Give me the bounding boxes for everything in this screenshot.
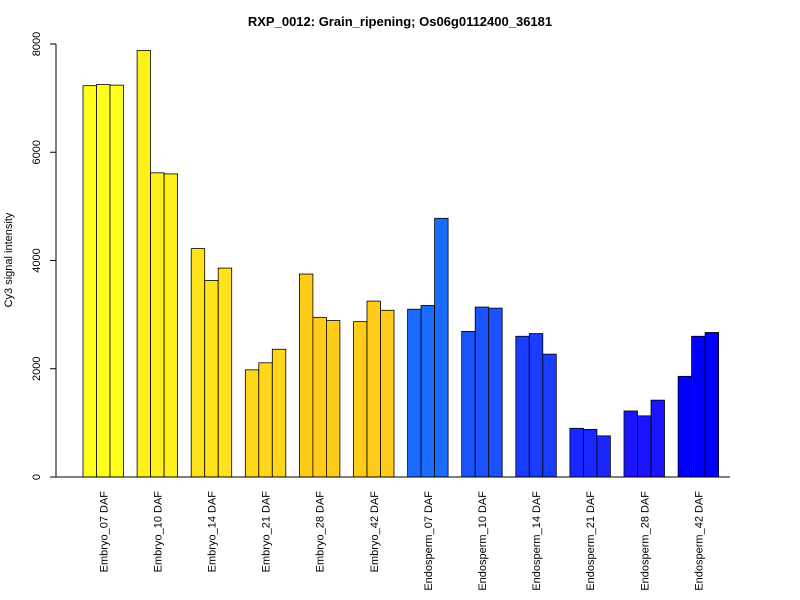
y-axis-title: Cy3 signal intensity: [3, 212, 15, 307]
bar: [515, 335, 530, 478]
bar-group: [298, 273, 341, 478]
y-tick-label: 4000: [31, 248, 43, 272]
bar: [583, 428, 598, 478]
bar: [163, 173, 179, 478]
category-label: Endosperm_10 DAF: [477, 491, 489, 591]
bar: [677, 375, 692, 478]
bar-group: [677, 332, 719, 478]
bar-group: [569, 427, 611, 478]
bar: [217, 267, 233, 478]
bar: [244, 369, 260, 478]
bar: [488, 307, 503, 478]
bar: [298, 273, 314, 478]
bar: [569, 427, 584, 478]
plot-area: 0 2000 4000 6000 8000 Embryo_07 DAF Embryo_10 …: [31, 32, 730, 591]
bar: [353, 321, 368, 478]
bar: [366, 300, 381, 478]
bar: [623, 410, 638, 478]
bar: [596, 435, 611, 478]
category-label: Endosperm_42 DAF: [693, 491, 705, 591]
y-tick-label: 0: [31, 474, 43, 480]
bar: [109, 84, 124, 478]
bar: [474, 306, 490, 478]
category-label: Endosperm_28 DAF: [639, 491, 651, 591]
bar: [407, 308, 422, 478]
y-tick-label: 6000: [31, 140, 43, 164]
bar: [312, 316, 327, 478]
bar: [190, 248, 206, 478]
category-label: Endosperm_07 DAF: [423, 491, 435, 591]
bar-group: [407, 217, 449, 478]
bar: [420, 305, 436, 478]
bar: [650, 399, 665, 478]
bar: [258, 362, 273, 478]
bar-group: [244, 348, 287, 478]
bar: [325, 320, 341, 478]
bar-group: [190, 248, 233, 478]
bar: [637, 415, 652, 478]
category-label: Embryo_42 DAF: [369, 491, 381, 573]
bar-group: [461, 306, 503, 478]
bar: [380, 309, 395, 478]
bar: [691, 335, 706, 478]
bar: [271, 348, 287, 478]
bar-group: [136, 50, 179, 478]
bar: [150, 172, 165, 478]
bar-group: [353, 300, 395, 478]
bar-group: [82, 84, 124, 478]
category-label: Endosperm_14 DAF: [531, 491, 543, 591]
bar: [542, 353, 557, 478]
category-label: Endosperm_21 DAF: [585, 491, 597, 591]
category-label: Embryo_14 DAF: [206, 491, 218, 573]
bar: [204, 280, 219, 478]
category-label: Embryo_21 DAF: [261, 491, 273, 573]
category-label: Embryo_28 DAF: [315, 491, 327, 573]
category-label: Embryo_07 DAF: [98, 491, 110, 573]
bar: [704, 332, 719, 478]
bar-group: [623, 399, 665, 478]
bar-group: [515, 333, 557, 478]
bar: [136, 50, 152, 478]
bar: [82, 85, 97, 478]
bar: [528, 333, 544, 478]
chart-title: RXP_0012: Grain_ripening; Os06g0112400_3…: [248, 14, 552, 29]
category-label: Embryo_10 DAF: [152, 491, 164, 573]
y-tick-label: 2000: [31, 357, 43, 381]
bar: [461, 331, 476, 478]
y-tick-label: 8000: [31, 32, 43, 56]
bar: [434, 217, 449, 478]
bar: [96, 84, 111, 478]
